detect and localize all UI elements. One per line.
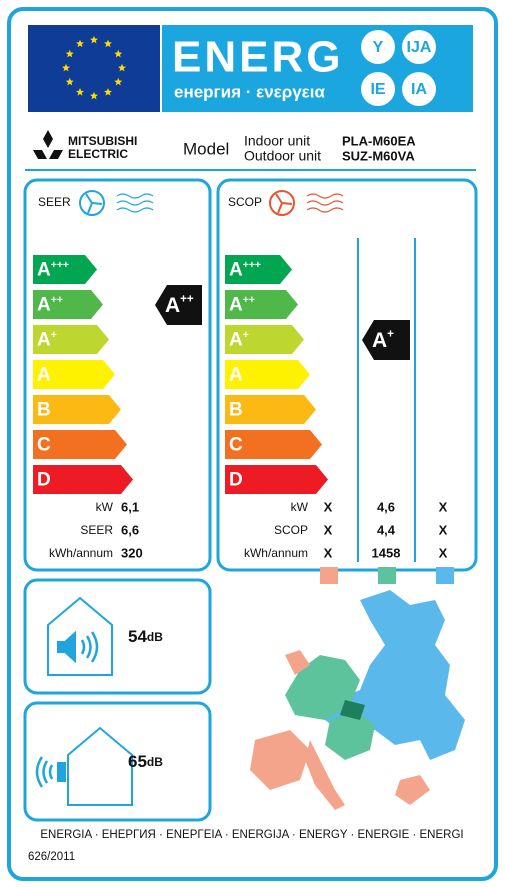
suffix: IJA: [407, 39, 432, 56]
class-label: A++: [37, 295, 63, 316]
brand-logo: [33, 130, 63, 159]
class-bar: [225, 325, 304, 354]
class-bar: [225, 255, 292, 284]
zone-swatch: [378, 567, 396, 584]
class-label: A+: [37, 330, 57, 351]
rating-arrow: [362, 320, 410, 360]
suffix: IA: [411, 81, 427, 98]
class-bar: [33, 430, 127, 459]
fan-icon: [79, 190, 154, 216]
class-bar: [33, 395, 121, 424]
eu-stars: [62, 35, 126, 100]
class-label: A: [37, 365, 51, 386]
row-value: 6,1: [121, 499, 139, 514]
row-value: 4,6: [377, 499, 395, 514]
class-bar: [225, 290, 298, 319]
unit-model: PLA-M60EA: [342, 133, 416, 148]
energy-title: ENERG: [172, 33, 343, 82]
row-label: kW: [96, 500, 114, 514]
row-label: kWh/annum: [49, 546, 113, 560]
class-bar: [33, 255, 97, 284]
class-label: A: [229, 365, 243, 386]
rating-arrow: [155, 285, 202, 325]
class-label: C: [37, 435, 51, 456]
brand-name: MITSUBISHI: [68, 134, 137, 148]
row-value: X: [324, 522, 333, 537]
row-value: 1458: [372, 545, 401, 560]
row-value: X: [324, 499, 333, 514]
panel-title: SCOP: [228, 195, 262, 209]
class-bar: [225, 430, 322, 459]
row-value: 6,6: [121, 522, 139, 537]
class-label: B: [229, 400, 243, 421]
row-value: X: [439, 499, 448, 514]
row-label: SEER: [80, 523, 113, 537]
class-label: C: [229, 435, 243, 456]
class-bar: [33, 360, 115, 389]
indoor-noise-panel: [23, 578, 212, 695]
class-label: A+++: [37, 260, 69, 281]
suffix-circle: [361, 72, 395, 106]
suffix-circle: [361, 30, 395, 64]
outdoor-noise: 65dB: [128, 752, 163, 771]
class-bar: [225, 465, 328, 494]
zone-swatch: [320, 567, 338, 584]
zone-swatch: [436, 567, 454, 584]
class-bar: [225, 360, 310, 389]
suffix-circle: [402, 30, 436, 64]
class-bar: [33, 465, 133, 494]
class-label: A++: [165, 294, 194, 317]
fan-icon: [269, 190, 344, 216]
class-label: A+: [372, 329, 394, 352]
footer-languages: ENERGIA · ЕНЕРГИЯ · ΕΝΕΡΓΕΙΑ · ENERGIJA …: [40, 829, 463, 841]
regulation: 626/2011: [28, 851, 75, 863]
row-label: kW: [291, 500, 309, 514]
unit-model: SUZ-M60VA: [342, 148, 415, 163]
class-bar: [33, 290, 103, 319]
class-bar: [225, 395, 316, 424]
model-label: Model: [183, 139, 229, 158]
suffix: IE: [370, 81, 385, 98]
class-label: A+++: [229, 260, 261, 281]
row-value: X: [439, 545, 448, 560]
unit-label: Outdoor unit: [244, 148, 321, 164]
unit-label: Indoor unit: [244, 133, 310, 149]
class-label: A++: [229, 295, 255, 316]
row-value: 320: [121, 545, 143, 560]
row-value: X: [439, 522, 448, 537]
outdoor-noise-panel: [23, 701, 212, 822]
indoor-noise: 54dB: [128, 627, 163, 646]
heating-panel: [216, 178, 478, 572]
cooling-panel: [23, 178, 212, 572]
europe-map: [250, 590, 465, 810]
brand-name: ELECTRIC: [68, 147, 128, 161]
suffix: Y: [373, 39, 384, 56]
row-label: kWh/annum: [244, 546, 308, 560]
row-label: SCOP: [274, 523, 308, 537]
row-value: 4,4: [377, 522, 396, 537]
indoor-noise-icon: [47, 596, 113, 676]
outdoor-noise-icon: [35, 726, 133, 806]
row-value: X: [324, 545, 333, 560]
class-label: A+: [229, 330, 249, 351]
energy-subtitle: енергия · ενεργεια: [174, 82, 325, 101]
class-label: B: [37, 400, 51, 421]
class-bar: [33, 325, 109, 354]
class-label: D: [229, 470, 243, 491]
panel-title: SEER: [38, 195, 71, 209]
class-label: D: [37, 470, 51, 491]
suffix-circle: [402, 72, 436, 106]
